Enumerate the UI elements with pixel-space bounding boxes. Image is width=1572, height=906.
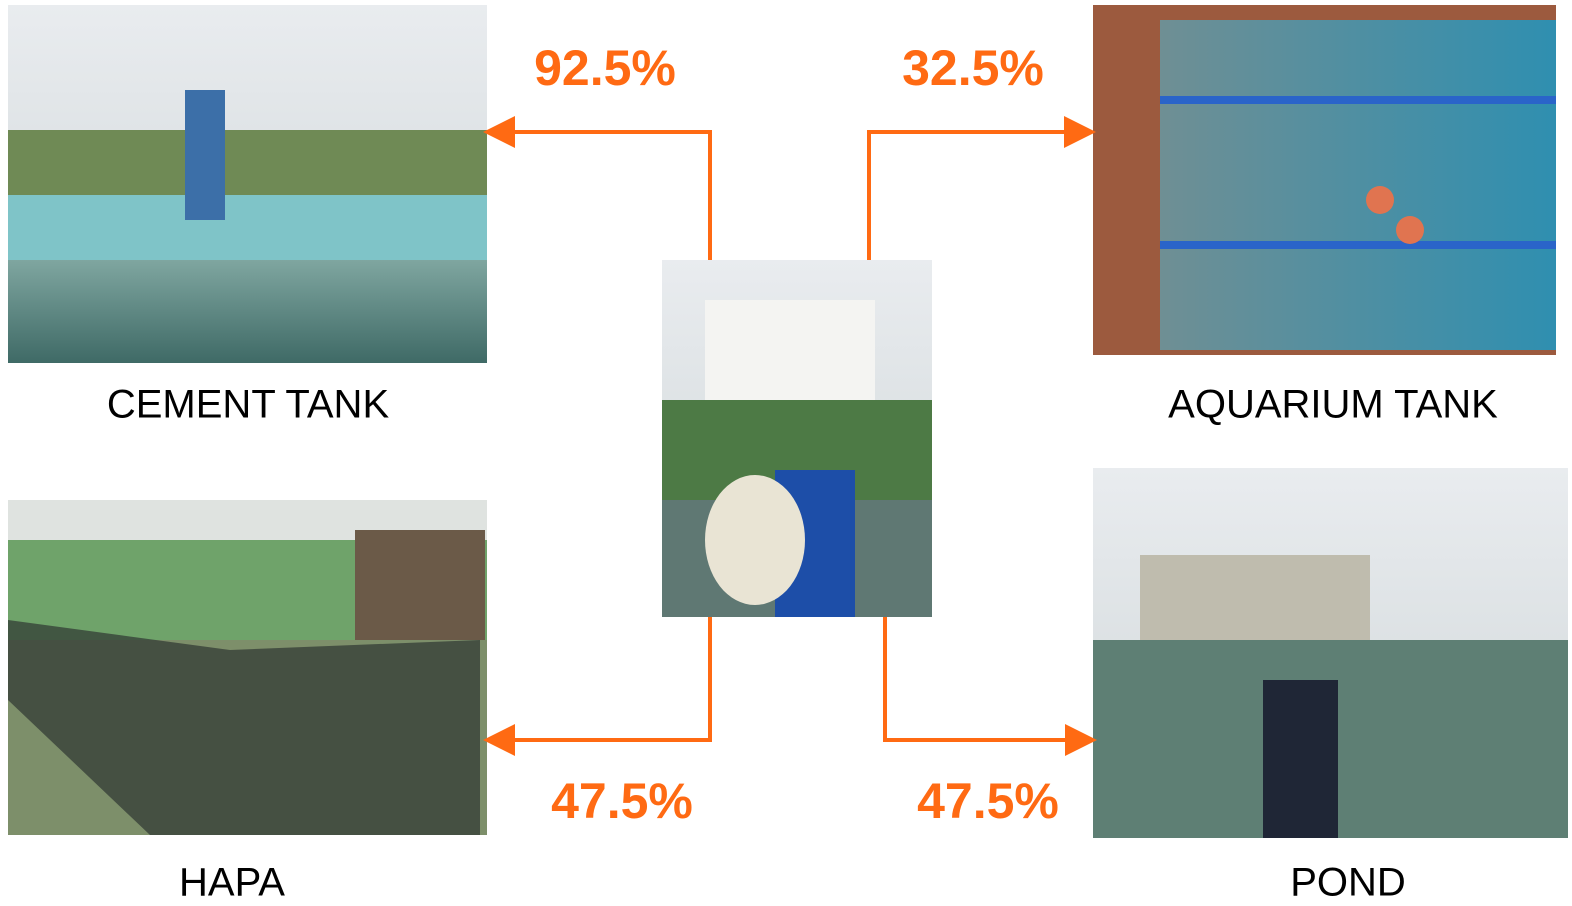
percent: 47.5% bbox=[917, 773, 1059, 829]
node-label: POND bbox=[1290, 861, 1406, 905]
node-label: CEMENT TANK bbox=[107, 383, 390, 427]
arrow bbox=[491, 617, 710, 740]
hapa-photo bbox=[8, 500, 487, 835]
arrow bbox=[491, 132, 710, 260]
percent: 92.5% bbox=[534, 40, 676, 96]
percent: 47.5% bbox=[551, 773, 693, 829]
node-label: HAPA bbox=[179, 861, 285, 905]
cement-tank-photo bbox=[8, 5, 487, 363]
node-label: AQUARIUM TANK bbox=[1168, 383, 1498, 427]
center-photo bbox=[662, 260, 932, 617]
arrow bbox=[869, 132, 1088, 260]
aquarium-tank-photo bbox=[1093, 5, 1556, 355]
pond-photo bbox=[1093, 468, 1568, 838]
page: {"nodes": [ {"label": "CEMENT TANK", "pe… bbox=[0, 0, 1572, 906]
arrow bbox=[885, 617, 1089, 740]
diagram: 92.5% 32.5% 47.5% 47.5% CEMENT TANK AQUA… bbox=[0, 0, 1572, 906]
percent: 32.5% bbox=[902, 40, 1044, 96]
